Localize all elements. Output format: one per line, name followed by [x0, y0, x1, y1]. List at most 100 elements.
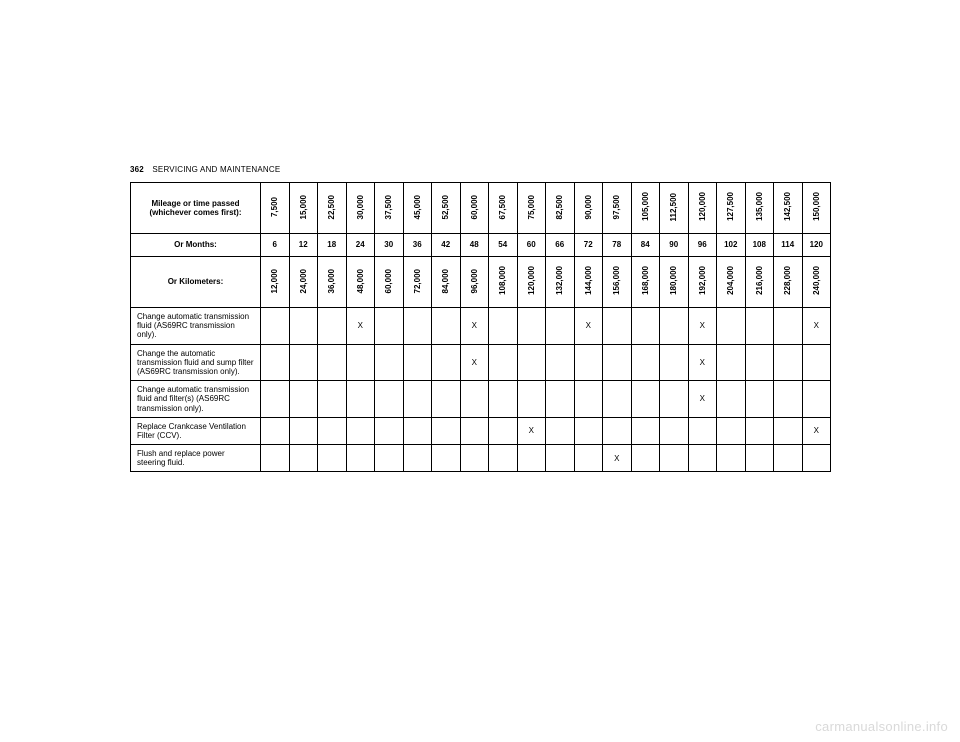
header-value: 84,000 — [432, 257, 461, 308]
service-mark — [717, 445, 746, 472]
header-label: Or Months: — [131, 234, 261, 257]
service-mark — [546, 308, 575, 345]
header-value-text: 96,000 — [470, 269, 479, 293]
service-mark — [546, 344, 575, 381]
service-mark — [631, 445, 660, 472]
header-value: 144,000 — [574, 257, 603, 308]
header-value-text: 30,000 — [356, 195, 365, 219]
header-value-text: 240,000 — [812, 266, 821, 295]
service-mark — [745, 445, 774, 472]
header-value: 108 — [745, 234, 774, 257]
service-mark: X — [346, 308, 375, 345]
service-mark: X — [688, 344, 717, 381]
service-mark — [318, 308, 347, 345]
header-value: 60,000 — [460, 183, 489, 234]
service-mark — [631, 344, 660, 381]
header-value: 22,500 — [318, 183, 347, 234]
header-value: 204,000 — [717, 257, 746, 308]
service-mark — [774, 417, 803, 444]
service-mark — [802, 445, 831, 472]
service-mark — [489, 344, 518, 381]
service-mark — [574, 344, 603, 381]
service-mark — [717, 417, 746, 444]
service-mark — [574, 381, 603, 418]
service-mark: X — [460, 344, 489, 381]
header-value-text: 75,000 — [527, 195, 536, 219]
service-mark — [774, 344, 803, 381]
service-mark — [774, 381, 803, 418]
service-mark: X — [688, 381, 717, 418]
header-value: 18 — [318, 234, 347, 257]
header-value-text: 135,000 — [755, 192, 764, 221]
row-description: Change the automatic transmission fluid … — [131, 344, 261, 381]
service-mark — [489, 308, 518, 345]
service-mark — [603, 344, 632, 381]
header-value-text: 108,000 — [498, 266, 507, 295]
service-mark — [774, 445, 803, 472]
header-value: 45,000 — [403, 183, 432, 234]
service-mark: X — [802, 417, 831, 444]
section-title: SERVICING AND MAINTENANCE — [152, 165, 280, 174]
header-value: 180,000 — [660, 257, 689, 308]
header-label: Or Kilometers: — [131, 257, 261, 308]
header-value: 127,500 — [717, 183, 746, 234]
service-mark — [318, 381, 347, 418]
header-value-text: 90,000 — [584, 195, 593, 219]
header-value-text: 37,500 — [384, 195, 393, 219]
service-mark — [403, 344, 432, 381]
service-mark — [403, 417, 432, 444]
service-mark — [289, 308, 318, 345]
header-value: 52,500 — [432, 183, 461, 234]
service-mark — [460, 417, 489, 444]
service-mark — [318, 417, 347, 444]
service-mark — [403, 445, 432, 472]
header-value: 142,500 — [774, 183, 803, 234]
header-value: 84 — [631, 234, 660, 257]
header-value-text: 204,000 — [726, 266, 735, 295]
header-value: 192,000 — [688, 257, 717, 308]
header-value: 36,000 — [318, 257, 347, 308]
service-mark: X — [802, 308, 831, 345]
table-row: Change automatic transmission fluid and … — [131, 381, 831, 418]
header-value: 90,000 — [574, 183, 603, 234]
service-mark — [717, 308, 746, 345]
page-number: 362 — [130, 165, 144, 174]
header-value: 60,000 — [375, 257, 404, 308]
service-mark — [289, 445, 318, 472]
header-value-text: 36,000 — [327, 269, 336, 293]
header-value-text: 60,000 — [470, 195, 479, 219]
service-mark — [318, 445, 347, 472]
service-mark — [432, 381, 461, 418]
header-value-text: 72,000 — [413, 269, 422, 293]
header-value: 96,000 — [460, 257, 489, 308]
header-value-text: 67,500 — [498, 195, 507, 219]
header-value-text: 82,500 — [555, 195, 564, 219]
header-value: 90 — [660, 234, 689, 257]
header-value: 78 — [603, 234, 632, 257]
header-value: 105,000 — [631, 183, 660, 234]
service-mark — [660, 308, 689, 345]
header-value-text: 22,500 — [327, 195, 336, 219]
service-mark: X — [688, 308, 717, 345]
page-header: 362 SERVICING AND MAINTENANCE — [130, 165, 830, 174]
table-row: Change the automatic transmission fluid … — [131, 344, 831, 381]
header-value: 96 — [688, 234, 717, 257]
table-row: Change automatic transmission fluid (AS6… — [131, 308, 831, 345]
service-mark — [546, 381, 575, 418]
header-value: 132,000 — [546, 257, 575, 308]
service-mark — [346, 381, 375, 418]
header-value-text: 150,000 — [812, 192, 821, 221]
service-mark — [375, 417, 404, 444]
service-mark — [346, 445, 375, 472]
header-value: 135,000 — [745, 183, 774, 234]
service-mark — [660, 445, 689, 472]
row-description: Replace Crankcase Ventilation Filter (CC… — [131, 417, 261, 444]
header-value: 67,500 — [489, 183, 518, 234]
service-mark — [489, 381, 518, 418]
service-mark — [660, 381, 689, 418]
service-mark — [261, 344, 290, 381]
header-value: 114 — [774, 234, 803, 257]
header-value: 37,500 — [375, 183, 404, 234]
header-value: 30 — [375, 234, 404, 257]
service-mark — [261, 445, 290, 472]
